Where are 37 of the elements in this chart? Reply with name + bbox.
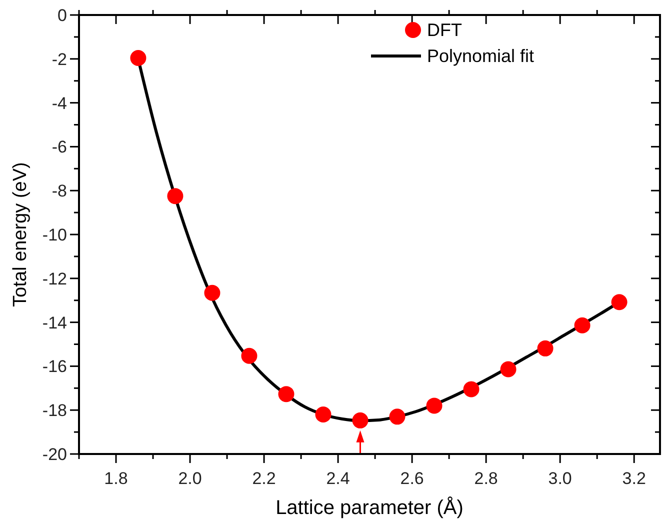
point [537,340,554,356]
y-tick-label: -2 [52,50,67,69]
x-tick-label: 2.8 [474,469,498,488]
x-tick-label: 2.2 [252,469,276,488]
y-tick-label: -16 [42,357,67,376]
point [389,408,406,425]
y-tick-label: -10 [42,226,67,244]
point [167,188,184,204]
point [204,284,220,301]
point [315,406,332,422]
y-tick-label: -4 [52,94,67,113]
point [611,294,628,310]
y-tick-label: 0 [58,6,67,25]
point [241,348,258,364]
y-tick-label: -12 [42,269,67,288]
point [278,386,294,402]
legend-label: Polynomial fit [427,46,534,66]
point [574,317,590,334]
x-tick-label: 2.6 [400,469,424,488]
legend-label: DFT [427,20,462,40]
y-axis-title: Total energy (eV) [10,162,31,307]
x-tick-label: 1.8 [104,469,128,488]
x-tick-label: 2.0 [178,469,202,488]
y-tick-label: -18 [42,401,67,420]
point [130,50,146,66]
x-tick-label: 3.2 [622,469,646,488]
point [426,398,442,414]
y-tick-label: -20 [42,445,67,464]
y-tick-label: -6 [52,138,67,157]
point [463,381,480,398]
x-tick-label: 2.4 [326,469,350,488]
y-tick-label: -14 [42,313,67,332]
x-tick-label: 3.0 [548,469,572,488]
point [352,412,368,428]
point [500,361,516,378]
y-tick-label: -8 [52,182,67,201]
x-axis-title: Lattice parameter (Å) [276,496,464,519]
